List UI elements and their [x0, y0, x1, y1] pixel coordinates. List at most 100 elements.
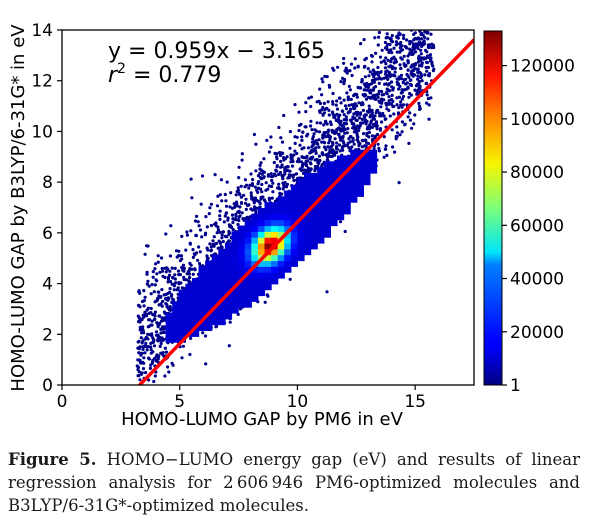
heatmap-cell [238, 260, 246, 267]
scatter-point [224, 211, 228, 215]
scatter-point [372, 147, 376, 151]
scatter-point [410, 63, 414, 67]
heatmap-cell [231, 307, 239, 314]
scatter-point [390, 128, 394, 132]
scatter-point [400, 77, 404, 81]
scatter-point [159, 256, 164, 260]
scatter-point [304, 163, 309, 167]
scatter-point [363, 138, 367, 142]
scatter-point [145, 272, 149, 276]
heatmap-cell [297, 225, 305, 232]
heatmap-cell [350, 167, 358, 174]
scatter-point [278, 191, 282, 195]
scatter-point [240, 158, 244, 162]
scatter-point [422, 40, 426, 44]
scatter-point [233, 205, 237, 209]
scatter-point [379, 105, 383, 109]
scatter-point [147, 284, 151, 288]
heatmap-cell [343, 161, 351, 168]
scatter-point [322, 145, 327, 149]
scatter-point [327, 154, 331, 158]
scatter-point [407, 95, 411, 99]
scatter-point [405, 38, 409, 42]
scatter-point [238, 205, 242, 209]
scatter-point [324, 120, 328, 124]
scatter-point [339, 138, 343, 142]
heatmap-cell [257, 272, 266, 279]
heatmap-cell [185, 324, 193, 331]
scatter-point [235, 189, 239, 194]
scatter-point [407, 75, 411, 79]
scatter-point [287, 173, 291, 177]
scatter-point [300, 135, 304, 139]
heatmap-cell [264, 219, 272, 227]
heatmap-cell [172, 301, 180, 308]
scatter-point [180, 265, 184, 270]
scatter-point [148, 366, 152, 370]
scatter-point [153, 283, 157, 287]
heatmap-cell [224, 243, 233, 250]
heatmap-cell [271, 260, 279, 267]
y-tick-label: 2 [42, 325, 53, 345]
heatmap-cell [337, 184, 345, 192]
heatmap-cell [304, 219, 312, 227]
heatmap-cell [277, 272, 285, 279]
heatmap-cell [330, 202, 338, 209]
scatter-point [270, 178, 274, 183]
scatter-point [428, 43, 432, 47]
scatter-point [154, 330, 159, 334]
scatter-point [397, 75, 401, 79]
heatmap-cell [304, 243, 312, 250]
heatmap-cell [277, 266, 285, 273]
scatter-point [147, 311, 151, 315]
scatter-point [254, 142, 258, 146]
scatter-point [226, 216, 230, 220]
scatter-point [309, 119, 313, 123]
scatter-point [418, 30, 422, 33]
scatter-point [425, 31, 429, 35]
heatmap-cell [337, 167, 345, 174]
scatter-point [200, 174, 205, 178]
heatmap-cell [238, 283, 246, 291]
heatmap-cell [224, 295, 233, 302]
scatter-point [333, 131, 337, 135]
heatmap-cell [363, 167, 371, 174]
scatter-point [141, 347, 145, 352]
heatmap-cell [369, 161, 378, 168]
scatter-point [332, 115, 336, 119]
heatmap-cell [218, 283, 226, 291]
scatter-point [167, 370, 171, 374]
scatter-point [395, 103, 399, 107]
heatmap-cell [284, 243, 292, 250]
scatter-point [216, 228, 220, 232]
heatmap-cell [323, 208, 331, 215]
heatmap-cell [343, 184, 351, 192]
scatter-point [208, 206, 212, 210]
heatmap-cell [356, 161, 364, 168]
heatmap-cell [231, 260, 239, 267]
scatter-point [159, 302, 163, 306]
heatmap-cell [271, 248, 279, 256]
heatmap-cell [323, 190, 331, 197]
scatter-point [300, 164, 304, 168]
heatmap-cell [310, 190, 318, 197]
scatter-point [400, 90, 404, 94]
heatmap-cell [211, 272, 219, 279]
scatter-point [151, 340, 156, 344]
heatmap-cell [224, 254, 233, 262]
scatter-point [193, 267, 197, 271]
scatter-point [322, 111, 327, 115]
heatmap-cell [205, 289, 213, 297]
x-tick-label: 15 [404, 392, 426, 412]
heatmap-cell [218, 289, 226, 297]
scatter-point [209, 245, 213, 249]
heatmap-cell [343, 190, 351, 197]
scatter-point [425, 69, 429, 73]
scatter-point [360, 145, 364, 149]
scatter-point [377, 89, 381, 93]
scatter-point [140, 371, 144, 375]
scatter-point [223, 214, 227, 218]
scatter-point [164, 302, 168, 306]
scatter-point [418, 107, 422, 111]
scatter-point [371, 68, 375, 72]
